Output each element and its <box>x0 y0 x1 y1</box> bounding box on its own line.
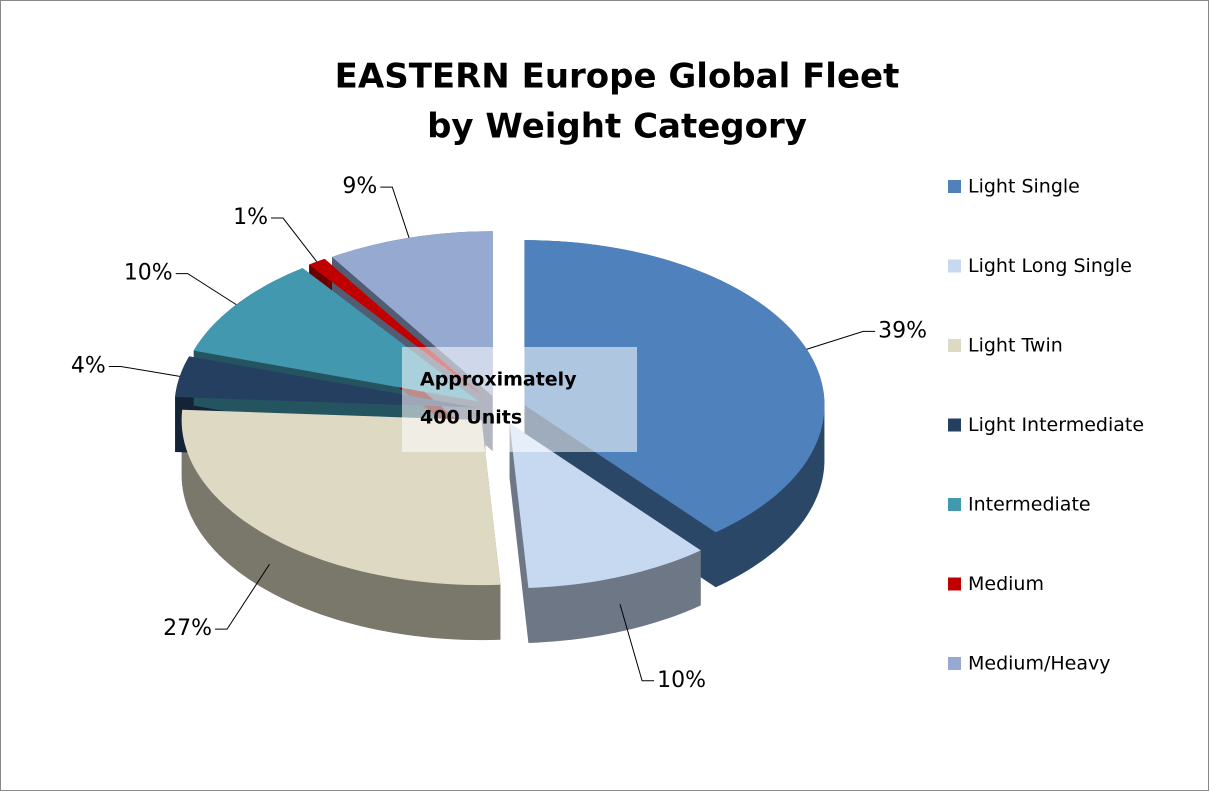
data-label: 10% <box>124 261 173 286</box>
pie-slice <box>181 409 501 586</box>
legend-swatch <box>948 180 961 193</box>
annotation: Approximately <box>420 369 577 391</box>
leader-line <box>108 366 180 377</box>
data-label: 4% <box>71 354 106 379</box>
legend-label: Light Long Single <box>968 255 1132 277</box>
legend-swatch <box>948 339 961 352</box>
chart-title: by Weight Category <box>427 107 807 147</box>
legend-swatch <box>948 259 961 273</box>
annotation-box <box>402 347 637 452</box>
annotation: 400 Units <box>420 407 522 429</box>
leader-line <box>175 273 237 306</box>
legend-label: Light Twin <box>968 335 1063 357</box>
legend-label: Medium/Heavy <box>968 653 1110 675</box>
legend-label: Medium <box>968 573 1044 595</box>
data-label: 1% <box>233 205 268 230</box>
legend-label: Light Intermediate <box>968 414 1144 436</box>
data-label: 27% <box>163 616 212 641</box>
leader-line <box>215 564 270 630</box>
leader-line <box>271 217 318 263</box>
leader-line <box>806 330 876 350</box>
legend-swatch <box>948 498 961 511</box>
legend-label: Light Single <box>968 176 1080 198</box>
legend-label: Intermediate <box>968 494 1091 516</box>
legend-swatch <box>948 657 961 670</box>
pie-slice <box>524 240 825 533</box>
legend-swatch <box>948 577 961 591</box>
data-label: 10% <box>657 668 706 693</box>
leader-line <box>619 604 655 682</box>
pie-slice <box>509 423 701 588</box>
pie-slice <box>175 356 475 408</box>
chart-title: EASTERN Europe Global Fleet <box>335 57 900 97</box>
leader-line <box>380 186 410 238</box>
data-label: 39% <box>878 318 927 343</box>
data-label: 9% <box>342 174 377 199</box>
legend-swatch <box>948 418 961 432</box>
